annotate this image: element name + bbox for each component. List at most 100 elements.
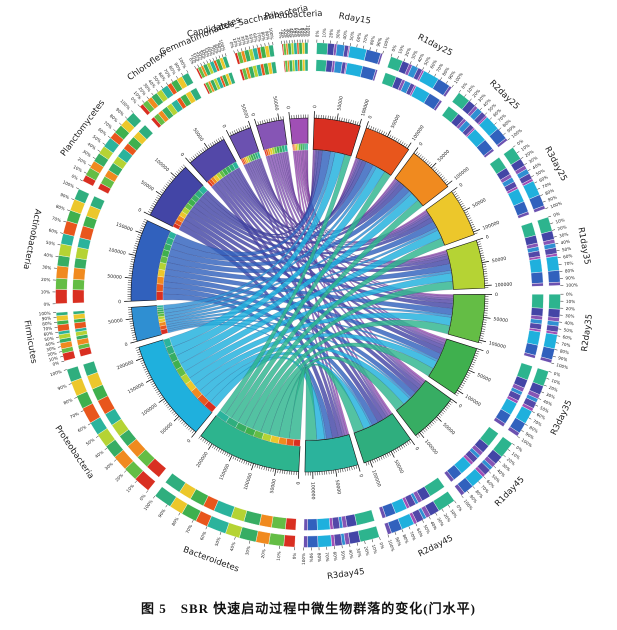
ring-seg xyxy=(315,59,327,72)
pct-tick xyxy=(503,454,506,458)
pct-tick xyxy=(252,45,254,49)
pct-tick xyxy=(181,72,184,76)
pct-tick xyxy=(134,480,138,484)
pct-tick-label: 30% xyxy=(286,28,292,38)
pct-tick xyxy=(484,112,488,115)
value-tick xyxy=(367,461,370,465)
sector-label-Actinobacteria: Actinobacteria xyxy=(21,208,43,270)
pct-tick xyxy=(488,471,492,474)
value-tick xyxy=(130,340,138,344)
value-tick xyxy=(191,430,195,434)
value-tick xyxy=(400,445,404,449)
ring-seg xyxy=(189,87,202,102)
value-tick xyxy=(160,396,164,399)
value-tick xyxy=(200,437,203,441)
pct-tick xyxy=(249,540,251,544)
sector-arc-R1day25 xyxy=(355,127,410,176)
value-tick xyxy=(426,160,429,164)
value-tick xyxy=(342,468,344,473)
value-tick xyxy=(459,200,463,204)
ring-seg xyxy=(55,265,69,280)
value-tick xyxy=(457,389,464,395)
pct-tick-label: 0% xyxy=(52,360,60,367)
value-tick xyxy=(474,232,478,235)
pct-tick-label: 90% xyxy=(524,431,535,440)
value-tick-label: 100000 xyxy=(464,394,482,409)
value-tick xyxy=(378,129,381,133)
value-tick xyxy=(417,433,421,437)
value-tick xyxy=(207,443,213,450)
value-tick xyxy=(336,113,339,121)
pct-tick xyxy=(550,222,554,224)
value-tick xyxy=(474,354,478,357)
value-tick xyxy=(153,200,157,204)
value-tick xyxy=(192,155,196,159)
pct-tick-label: 10% xyxy=(276,551,282,561)
value-tick xyxy=(174,172,178,176)
pct-tick-label: 60% xyxy=(355,32,362,42)
pct-tick xyxy=(441,508,444,512)
value-tick xyxy=(386,453,389,457)
pct-tick xyxy=(191,519,194,523)
strip-seg xyxy=(278,436,288,446)
pct-tick-label: 0% xyxy=(229,41,236,49)
value-tick xyxy=(429,163,433,167)
value-tick xyxy=(355,465,358,469)
pct-tick xyxy=(124,470,127,473)
value-tick xyxy=(413,147,419,154)
pct-tick xyxy=(415,523,418,527)
pct-tick-label: 40% xyxy=(86,141,97,150)
value-tick xyxy=(431,421,435,425)
pct-tick xyxy=(244,47,247,51)
ring-seg xyxy=(496,137,508,148)
value-tick xyxy=(128,253,136,256)
ring-seg xyxy=(285,517,297,531)
pct-tick xyxy=(445,80,448,84)
value-tick xyxy=(455,391,460,395)
pct-tick xyxy=(156,89,159,92)
ribbon-Firmicutes-Rday15 xyxy=(163,151,336,310)
value-tick xyxy=(389,134,392,138)
value-tick xyxy=(370,126,373,130)
pct-tick xyxy=(233,50,235,54)
pct-tick-label: 70% xyxy=(163,68,172,79)
ring-seg xyxy=(531,282,544,287)
value-tick-label: 50000 xyxy=(441,422,456,436)
pct-tick xyxy=(151,92,154,96)
pct-tick-label: 40% xyxy=(147,78,157,88)
value-tick xyxy=(162,400,166,403)
pct-tick-label: 50% xyxy=(349,31,355,41)
value-tick xyxy=(211,444,215,449)
value-tick xyxy=(222,450,225,454)
sector-arcs xyxy=(130,117,486,473)
value-tick xyxy=(207,144,211,148)
pct-tick xyxy=(57,244,61,246)
ring-seg xyxy=(548,281,561,287)
value-tick xyxy=(215,139,219,143)
value-tick xyxy=(383,131,385,135)
value-tick xyxy=(151,382,155,386)
value-tick xyxy=(134,243,139,245)
pct-tick xyxy=(546,378,550,380)
ring-seg xyxy=(317,534,333,548)
strip-seg xyxy=(156,276,165,285)
value-tick xyxy=(390,451,395,458)
value-tick-label: 0 xyxy=(186,438,193,444)
pct-tick xyxy=(534,181,538,184)
pct-tick-label: 60% xyxy=(486,479,496,489)
value-tick xyxy=(144,370,149,373)
value-tick xyxy=(479,250,483,252)
value-tick xyxy=(198,151,201,155)
value-tick xyxy=(265,467,268,471)
pct-tick xyxy=(531,411,535,414)
value-tick xyxy=(141,225,145,228)
ring-seg xyxy=(72,289,85,304)
value-tick xyxy=(405,144,408,148)
pct-tick xyxy=(60,356,64,358)
value-tick xyxy=(275,117,277,121)
value-tick xyxy=(242,126,245,131)
pct-tick-label: 30% xyxy=(82,149,93,158)
value-tick xyxy=(481,328,486,330)
pct-tick xyxy=(221,54,224,58)
pct-tick-label: 90% xyxy=(173,62,182,73)
